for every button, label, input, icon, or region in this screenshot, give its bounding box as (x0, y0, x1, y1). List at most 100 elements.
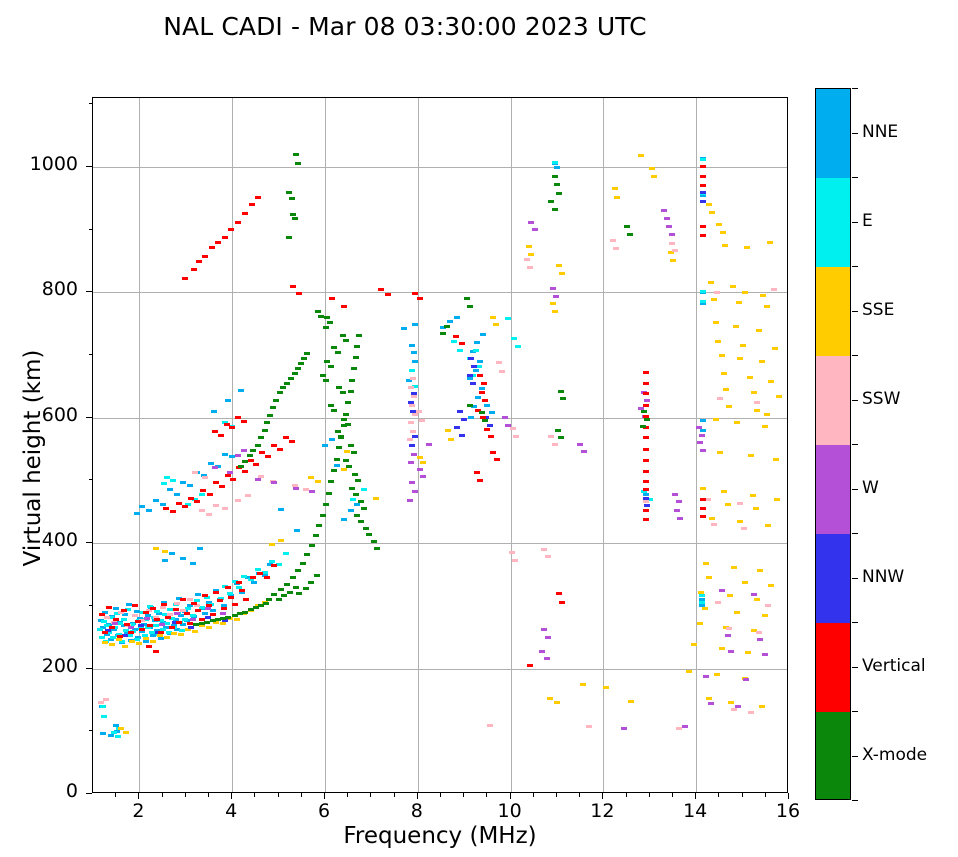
page-title: NAL CADI - Mar 08 03:30:00 2023 UTC (163, 12, 647, 41)
data-point (412, 359, 419, 363)
data-point (768, 379, 775, 383)
data-point (188, 625, 195, 629)
data-point (554, 166, 560, 170)
data-point (700, 193, 707, 197)
data-point (114, 729, 121, 733)
colorbar-band-sse[interactable] (816, 267, 850, 356)
data-point (108, 643, 115, 647)
colorbar-band-nnw[interactable] (816, 534, 850, 623)
data-point (643, 492, 650, 496)
data-point (114, 734, 121, 738)
data-point (173, 492, 180, 496)
data-point (322, 378, 329, 382)
data-point (222, 452, 229, 456)
data-point (187, 621, 194, 625)
data-point (161, 603, 168, 607)
data-point (243, 598, 250, 602)
data-point (669, 241, 676, 245)
data-point (681, 724, 688, 728)
data-point (774, 497, 781, 501)
data-point (580, 450, 587, 454)
data-point (192, 630, 199, 634)
data-point (482, 419, 489, 423)
data-point (352, 472, 359, 476)
data-point (489, 450, 496, 454)
colorbar-band-vertical[interactable] (816, 623, 850, 712)
data-point (180, 623, 187, 627)
data-point (199, 624, 206, 628)
data-point (409, 368, 416, 372)
data-point (539, 649, 546, 653)
data-point (210, 410, 217, 413)
data-point (202, 611, 209, 615)
data-point (328, 480, 335, 484)
data-point (188, 496, 195, 500)
data-point (528, 253, 535, 257)
data-point (103, 615, 110, 619)
data-point (468, 416, 475, 420)
data-point (215, 240, 222, 244)
colorbar[interactable] (815, 88, 851, 800)
colorbar-band-ssw[interactable] (816, 356, 850, 445)
data-point (751, 593, 758, 597)
data-point (468, 356, 475, 360)
data-point (239, 589, 246, 593)
data-point (109, 625, 116, 629)
data-point (211, 430, 218, 434)
data-point (670, 258, 676, 262)
data-point (113, 611, 120, 615)
data-point (113, 606, 120, 610)
data-point (643, 381, 650, 385)
data-point (362, 526, 369, 530)
data-point (410, 410, 417, 413)
data-point (124, 608, 131, 612)
colorbar-label-vertical: Vertical (862, 655, 926, 676)
data-point (219, 621, 226, 625)
data-point (135, 620, 142, 624)
data-point (180, 609, 187, 613)
data-point (476, 365, 483, 369)
data-point (466, 403, 473, 407)
data-point (195, 259, 202, 263)
data-point (246, 453, 253, 457)
plot-axes[interactable] (92, 97, 788, 793)
data-point (194, 604, 201, 608)
data-point (746, 375, 753, 379)
data-point (458, 433, 465, 437)
x-tick-minor (277, 793, 279, 797)
data-point (418, 418, 425, 422)
colorbar-band-w[interactable] (816, 445, 850, 534)
data-point (293, 152, 300, 156)
data-point (208, 462, 215, 466)
data-point (706, 576, 713, 580)
data-point (373, 546, 380, 550)
x-tick (788, 793, 789, 799)
data-point (170, 623, 177, 627)
data-point (276, 447, 283, 451)
data-point (700, 165, 707, 169)
data-point (749, 494, 756, 498)
data-point (191, 601, 198, 605)
colorbar-band-x-mode[interactable] (816, 712, 850, 799)
y-tick (86, 416, 92, 418)
data-point (726, 594, 733, 598)
data-point (724, 634, 731, 638)
colorbar-band-nne[interactable] (816, 89, 850, 178)
data-point (761, 614, 768, 618)
data-point (200, 489, 207, 493)
data-point (472, 349, 479, 353)
data-point (361, 506, 368, 510)
data-point (718, 588, 725, 592)
data-point (134, 637, 141, 641)
data-point (700, 199, 707, 203)
data-point (250, 580, 257, 584)
data-point (154, 628, 161, 632)
data-point (447, 319, 454, 323)
colorbar-band-e[interactable] (816, 178, 850, 267)
data-point (257, 571, 264, 575)
data-point (262, 601, 269, 605)
colorbar-tick (852, 132, 858, 134)
data-point (211, 466, 218, 470)
data-point (169, 510, 176, 514)
data-point (505, 317, 512, 321)
